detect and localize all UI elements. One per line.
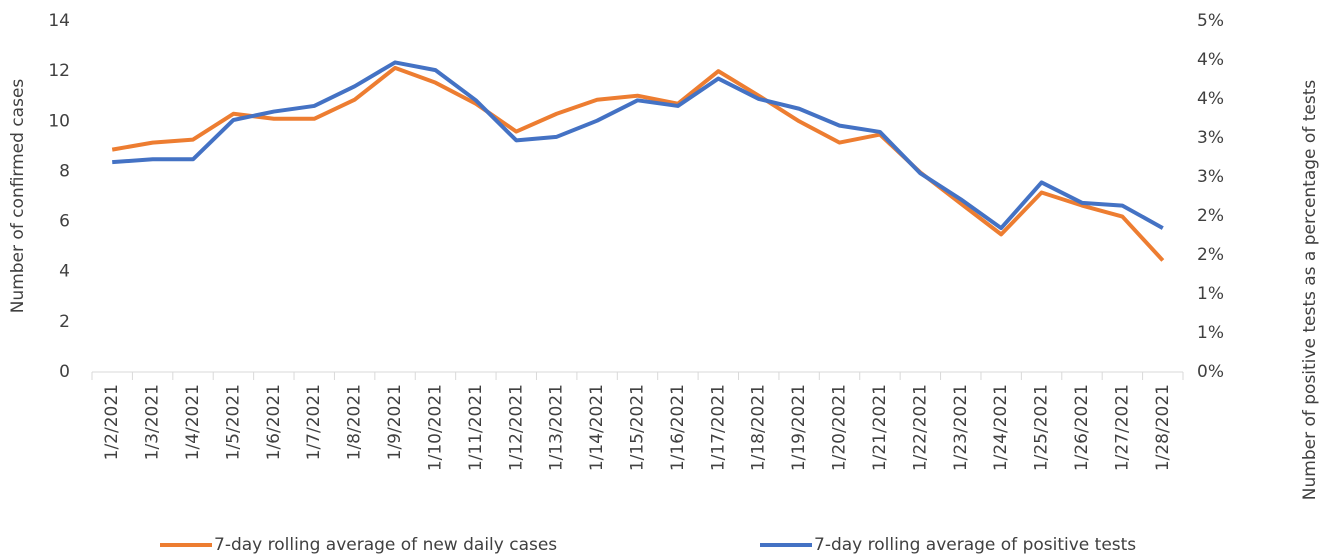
- line-series: [112, 60, 1164, 231]
- y-tick-label: 12: [48, 61, 70, 81]
- y2-tick-label: 5%: [1197, 11, 1224, 31]
- y2-tick-label: 0%: [1197, 362, 1224, 382]
- x-tick-label: 1/24/2021: [991, 384, 1011, 471]
- y-tick-label: 0: [59, 362, 70, 382]
- y2-tick-label: 2%: [1197, 245, 1224, 265]
- x-tick-label: 1/20/2021: [830, 384, 850, 471]
- x-tick-label: 1/11/2021: [466, 384, 486, 471]
- y-tick-label: 14: [48, 11, 70, 31]
- y-tick-label: 4: [59, 262, 70, 282]
- y2-tick-label: 3%: [1197, 167, 1224, 187]
- x-tick-label: 1/27/2021: [1112, 384, 1132, 471]
- y-tick-label: 6: [59, 212, 70, 232]
- x-tick-label: 1/21/2021: [870, 384, 890, 471]
- x-tick-label: 1/23/2021: [951, 384, 971, 471]
- x-tick-label: 1/6/2021: [264, 384, 284, 460]
- x-tick-label: 1/25/2021: [1032, 384, 1052, 471]
- x-tick-label: 1/8/2021: [345, 384, 365, 460]
- x-tick-label: 1/5/2021: [223, 384, 243, 460]
- y-axis-title: Number of confirmed cases: [8, 79, 28, 314]
- y2-tick-label: 3%: [1197, 128, 1224, 148]
- x-tick-label: 1/4/2021: [183, 384, 203, 460]
- x-tick-label: 1/22/2021: [910, 384, 930, 471]
- x-tick-label: 1/26/2021: [1072, 384, 1092, 471]
- y-tick-label: 2: [59, 312, 70, 332]
- legend-label: 7-day rolling average of new daily cases: [214, 535, 557, 555]
- x-tick-label: 1/28/2021: [1153, 384, 1173, 471]
- x-tick-label: 1/3/2021: [143, 384, 163, 460]
- y-tick-label: 8: [59, 161, 70, 181]
- y2-tick-label: 2%: [1197, 206, 1224, 226]
- x-tick-label: 1/13/2021: [547, 384, 567, 471]
- x-tick-label: 1/7/2021: [304, 384, 324, 460]
- y2-tick-label: 1%: [1197, 323, 1224, 343]
- y2-tick-label: 1%: [1197, 284, 1224, 304]
- x-tick-label: 1/12/2021: [506, 384, 526, 471]
- x-tick-label: 1/17/2021: [708, 384, 728, 471]
- y-tick-label: 10: [48, 111, 70, 131]
- line-series: [111, 65, 1165, 262]
- legend-label: 7-day rolling average of positive tests: [814, 535, 1136, 555]
- x-tick-label: 1/9/2021: [385, 384, 405, 460]
- x-tick-label: 1/14/2021: [587, 384, 607, 471]
- x-tick-label: 1/10/2021: [425, 384, 445, 471]
- x-tick-label: 1/15/2021: [628, 384, 648, 471]
- x-tick-label: 1/19/2021: [789, 384, 809, 471]
- x-tick-label: 1/2/2021: [102, 384, 122, 460]
- y2-tick-label: 4%: [1197, 50, 1224, 70]
- y2-axis-title: Number of positive tests as a percentage…: [1300, 80, 1320, 501]
- x-tick-label: 1/18/2021: [749, 384, 769, 471]
- x-tick-label: 1/16/2021: [668, 384, 688, 471]
- y2-tick-label: 4%: [1197, 89, 1224, 109]
